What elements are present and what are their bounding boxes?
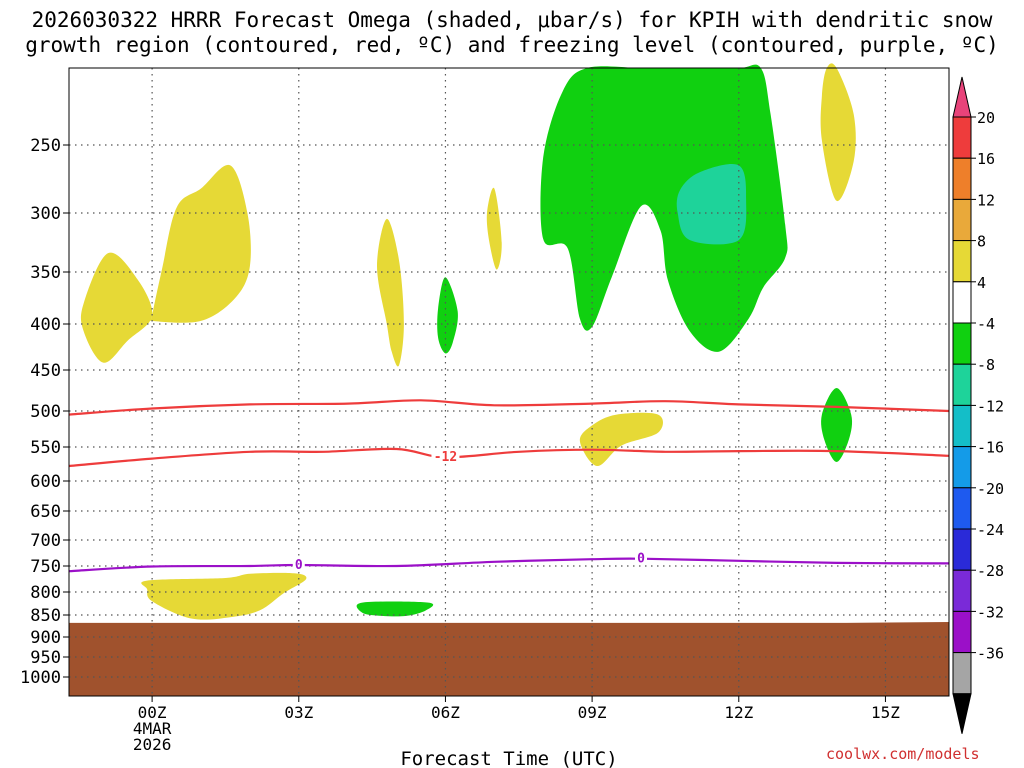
contour-lines: -12 0 0 [68,399,950,573]
colorbar-label-5: -4 [977,315,995,333]
y-axis: 2503003504004505005506006507007508008509… [20,136,69,688]
colorbar-box-12 [952,569,972,612]
y-tick-label-800: 800 [30,583,61,603]
colorbar-label-6: -8 [977,356,995,374]
y-tick-label-550: 550 [30,438,61,458]
omega-region-5 [579,412,663,467]
omega-region-12 [356,601,434,617]
terrain-fill [69,622,949,696]
x-axis-title: Forecast Time (UTC) [400,748,617,768]
colorbar-box-5 [952,281,972,324]
y-tick-label-1000: 1000 [20,668,61,688]
colorbar-box-13 [952,610,972,654]
y-tick-label-950: 950 [30,648,61,668]
colorbar-label-2: 12 [977,191,995,209]
plot-frame [68,67,950,697]
y-tick-label-250: 250 [30,136,61,156]
grid-lines [69,68,949,696]
x-tick-label-03Z: 03Z [284,703,313,722]
colorbar-box-14 [952,652,972,695]
y-tick-label-400: 400 [30,315,61,335]
colorbar-box-10 [952,487,972,530]
date-label-1: 2026 [133,735,172,754]
x-tick-label-09Z: 09Z [578,703,607,722]
contour-label-bg-freezing_level-0 [292,556,305,571]
omega-region-4 [486,187,502,270]
omega-shading [80,63,856,620]
colorbar-label-9: -20 [977,480,1004,498]
y-tick-label-500: 500 [30,402,61,422]
colorbar-label-1: 16 [977,150,995,168]
colorbar-box-8 [952,404,972,448]
y-tick-label-850: 850 [30,606,61,626]
y-tick-label-650: 650 [30,502,61,522]
omega-region-9 [676,163,747,245]
contour-freezing_level [68,557,950,573]
colorbar-label-0: 20 [977,109,995,127]
omega-region-7 [141,572,307,620]
chart-title-line1: 2026030322 HRRR Forecast Omega (shaded, … [31,8,993,32]
x-tick-label-06Z: 06Z [431,703,460,722]
colorbar-label-13: -36 [977,645,1004,663]
chart-title: 2026030322 HRRR Forecast Omega (shaded, … [0,8,1024,58]
contour-dgz_upper [68,399,950,416]
omega-region-2 [148,164,251,323]
colorbar-box-11 [952,528,972,571]
x-tick-label-15Z: 15Z [871,703,900,722]
omega-region-3 [377,218,404,367]
y-tick-label-600: 600 [30,472,61,492]
contour-label-dgz_lower-0: -12 [434,450,457,465]
y-tick-label-350: 350 [30,263,61,283]
contour-label-freezing_level-1: 0 [637,552,645,567]
colorbar-box-6 [952,322,972,365]
colorbar-box-1 [952,116,972,159]
date-label-0: 4MAR [133,719,172,738]
y-tick-label-700: 700 [30,531,61,551]
colorbar-arrow-top [952,76,972,118]
colorbar-box-3 [952,198,972,242]
x-tick-label-12Z: 12Z [724,703,753,722]
colorbar-arrow-bottom [952,693,972,734]
colorbar-label-4: 4 [977,274,986,292]
omega-region-1 [80,252,153,363]
contour-dgz_lower [68,447,950,468]
omega-region-10 [437,277,458,354]
y-tick-label-750: 750 [30,557,61,577]
chart-title-line2: growth region (contoured, red, ºC) and f… [25,33,999,57]
colorbar-box-2 [952,157,972,200]
colorbar-label-12: -32 [977,603,1004,621]
colorbar-label-7: -12 [977,397,1004,415]
omega-region-6 [820,63,856,202]
site-credit: coolwx.com/models [826,745,980,763]
colorbar-label-10: -24 [977,521,1004,539]
contour-label-bg-freezing_level-1 [635,550,647,565]
colorbar-label-3: 8 [977,233,986,251]
y-tick-label-300: 300 [30,204,61,224]
omega-region-8 [540,64,788,352]
y-tick-label-900: 900 [30,628,61,648]
colorbar-box-9 [952,446,972,489]
colorbar-box-4 [952,240,972,283]
terrain-layer [69,622,949,696]
colorbar-box-7 [952,363,972,406]
colorbar-label-8: -16 [977,439,1004,457]
y-tick-label-450: 450 [30,361,61,381]
colorbar-legend: 20 16 12 8 4 -4 -8 -12 -16 -20 -24 -28 -32 -36 [952,76,1004,734]
contour-label-bg-dgz_lower-0 [431,449,460,464]
contour-label-freezing_level-0: 0 [295,558,303,573]
x-tick-label-00Z: 00Z [138,703,167,722]
colorbar-label-11: -28 [977,562,1004,580]
